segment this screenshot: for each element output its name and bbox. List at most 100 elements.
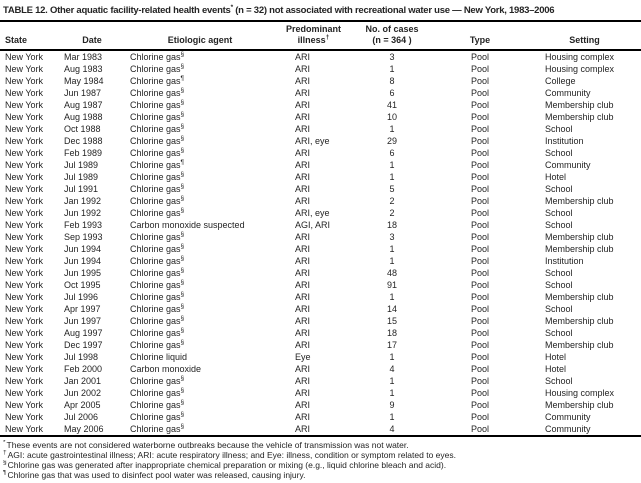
cell-date: Mar 1983 <box>64 52 103 62</box>
cell-state: New York <box>5 100 44 110</box>
cell-date: Aug 1997 <box>64 328 103 338</box>
footnote-text: AGI: acute gastrointestinal illness; ARI… <box>7 450 456 460</box>
cell-state: New York <box>5 280 44 290</box>
cell-state: New York <box>5 172 44 182</box>
cell-illness: ARI <box>295 340 311 350</box>
agent-footnote-marker: § <box>180 423 185 430</box>
cell-date: May 2006 <box>64 424 104 434</box>
cell-cases: 14 <box>386 304 397 314</box>
table-row: New York Jul 1996 Chlorine gas§ ARI 1 Pool Mem… <box>0 291 641 303</box>
agent-footnote-marker: § <box>180 411 185 418</box>
footnote-text: Chlorine gas was generated after inappro… <box>7 460 447 470</box>
cell-agent: Chlorine gas¶ <box>130 159 185 170</box>
cell-cases: 1 <box>389 376 395 386</box>
footnote-marker: * <box>3 440 6 447</box>
table-title-text: TABLE 12. Other aquatic facility-related… <box>3 5 231 16</box>
cell-cases: 10 <box>386 112 397 122</box>
cell-illness: ARI <box>295 364 311 374</box>
agent-footnote-marker: § <box>180 243 185 250</box>
cell-cases: 3 <box>389 232 395 242</box>
footnote-marker: § <box>3 460 7 467</box>
cell-cases: 2 <box>389 196 395 206</box>
cell-state: New York <box>5 64 44 74</box>
cell-agent: Chlorine gas§ <box>130 303 185 314</box>
cell-date: Apr 2005 <box>64 400 101 410</box>
agent-footnote-marker: § <box>180 87 185 94</box>
cell-illness: AGI, ARI <box>295 220 331 230</box>
cell-date: Jul 1991 <box>64 184 99 194</box>
cell-type: Pool <box>470 232 489 242</box>
cell-type: Pool <box>470 244 489 254</box>
cell-setting: School <box>545 304 573 314</box>
cell-date: Jul 1989 <box>64 160 99 170</box>
footnote-dagger: †AGI: acute gastrointestinal illness; AR… <box>3 450 637 460</box>
cell-illness: Eye <box>295 352 311 362</box>
cell-setting: Membership club <box>545 232 614 242</box>
cell-date: Jul 2006 <box>64 412 99 422</box>
cell-setting: Housing complex <box>545 64 615 74</box>
table-row: New York Jul 1989 Chlorine gas¶ ARI 1 Pool Com… <box>0 159 641 171</box>
cell-setting: Housing complex <box>545 388 615 398</box>
cell-type: Pool <box>470 424 489 434</box>
cell-date: Jan 1992 <box>64 196 102 206</box>
table-body: New York Mar 1983 Chlorine gas§ ARI 3 Pool Hou… <box>0 50 641 436</box>
table-row: New York Jul 1989 Chlorine gas§ ARI 1 Pool Hot… <box>0 171 641 183</box>
col-header-setting: Setting <box>528 22 641 51</box>
cell-illness: ARI <box>295 328 311 338</box>
agent-footnote-marker: § <box>180 399 185 406</box>
table-row: New York Oct 1995 Chlorine gas§ ARI 91 Pool Sc… <box>0 279 641 291</box>
agent-footnote-marker: ¶ <box>180 159 185 166</box>
agent-footnote-marker: § <box>180 51 185 58</box>
cell-illness: ARI <box>295 184 311 194</box>
cell-state: New York <box>5 412 44 422</box>
cell-date: Apr 1997 <box>64 304 101 314</box>
cell-setting: School <box>545 148 573 158</box>
cell-agent: Chlorine gas§ <box>130 147 185 158</box>
agent-footnote-marker: § <box>180 123 185 130</box>
cell-cases: 1 <box>389 160 395 170</box>
table-row: New York Dec 1988 Chlorine gas§ ARI, eye 29 P… <box>0 135 641 147</box>
cell-setting: Community <box>545 88 591 98</box>
cell-illness: ARI, eye <box>295 136 330 146</box>
cell-type: Pool <box>470 256 489 266</box>
cell-illness: ARI <box>295 64 311 74</box>
footnote-asterisk: *These events are not considered waterbo… <box>3 440 637 450</box>
health-events-table: State Date Etiologic agent Predominant i… <box>0 22 641 437</box>
cell-agent: Carbon monoxide <box>130 364 202 374</box>
cell-cases: 48 <box>386 268 397 278</box>
agent-footnote-marker: § <box>180 375 185 382</box>
table-row: New York Jun 1994 Chlorine gas§ ARI 1 Pool Mem… <box>0 243 641 255</box>
cell-date: Jun 1995 <box>64 268 102 278</box>
cell-setting: School <box>545 328 573 338</box>
cell-cases: 4 <box>389 364 395 374</box>
agent-footnote-marker: § <box>180 231 185 238</box>
cell-date: Feb 2000 <box>64 364 103 374</box>
cell-illness: ARI <box>295 232 311 242</box>
cell-type: Pool <box>470 328 489 338</box>
col-header-no-of-cases-line2: (n = 364 ) <box>372 35 412 45</box>
cell-cases: 2 <box>389 208 395 218</box>
title-footnote-marker: * <box>230 3 234 11</box>
cell-state: New York <box>5 136 44 146</box>
footnote-text: Chlorine gas that was used to disinfect … <box>7 470 306 480</box>
cell-state: New York <box>5 268 44 278</box>
cell-cases: 1 <box>389 64 395 74</box>
table-row: New York Aug 1983 Chlorine gas§ ARI 1 Pool Hou… <box>0 63 641 75</box>
col-header-etiologic-agent: Etiologic agent <box>125 22 275 51</box>
cell-illness: ARI <box>295 100 311 110</box>
cell-type: Pool <box>470 52 489 62</box>
cell-date: May 1984 <box>64 76 104 86</box>
cell-agent: Chlorine gas§ <box>130 99 185 110</box>
cell-illness: ARI <box>295 316 311 326</box>
cell-state: New York <box>5 328 44 338</box>
agent-footnote-marker: § <box>180 279 185 286</box>
cell-setting: Community <box>545 412 591 422</box>
cell-cases: 1 <box>389 124 395 134</box>
table-row: New York Jun 1987 Chlorine gas§ ARI 6 Pool Com… <box>0 87 641 99</box>
cell-setting: Membership club <box>545 400 614 410</box>
cell-date: Jul 1989 <box>64 172 99 182</box>
cell-type: Pool <box>470 352 489 362</box>
cell-illness: ARI <box>295 112 311 122</box>
agent-footnote-marker: § <box>180 327 185 334</box>
cell-setting: Community <box>545 160 591 170</box>
